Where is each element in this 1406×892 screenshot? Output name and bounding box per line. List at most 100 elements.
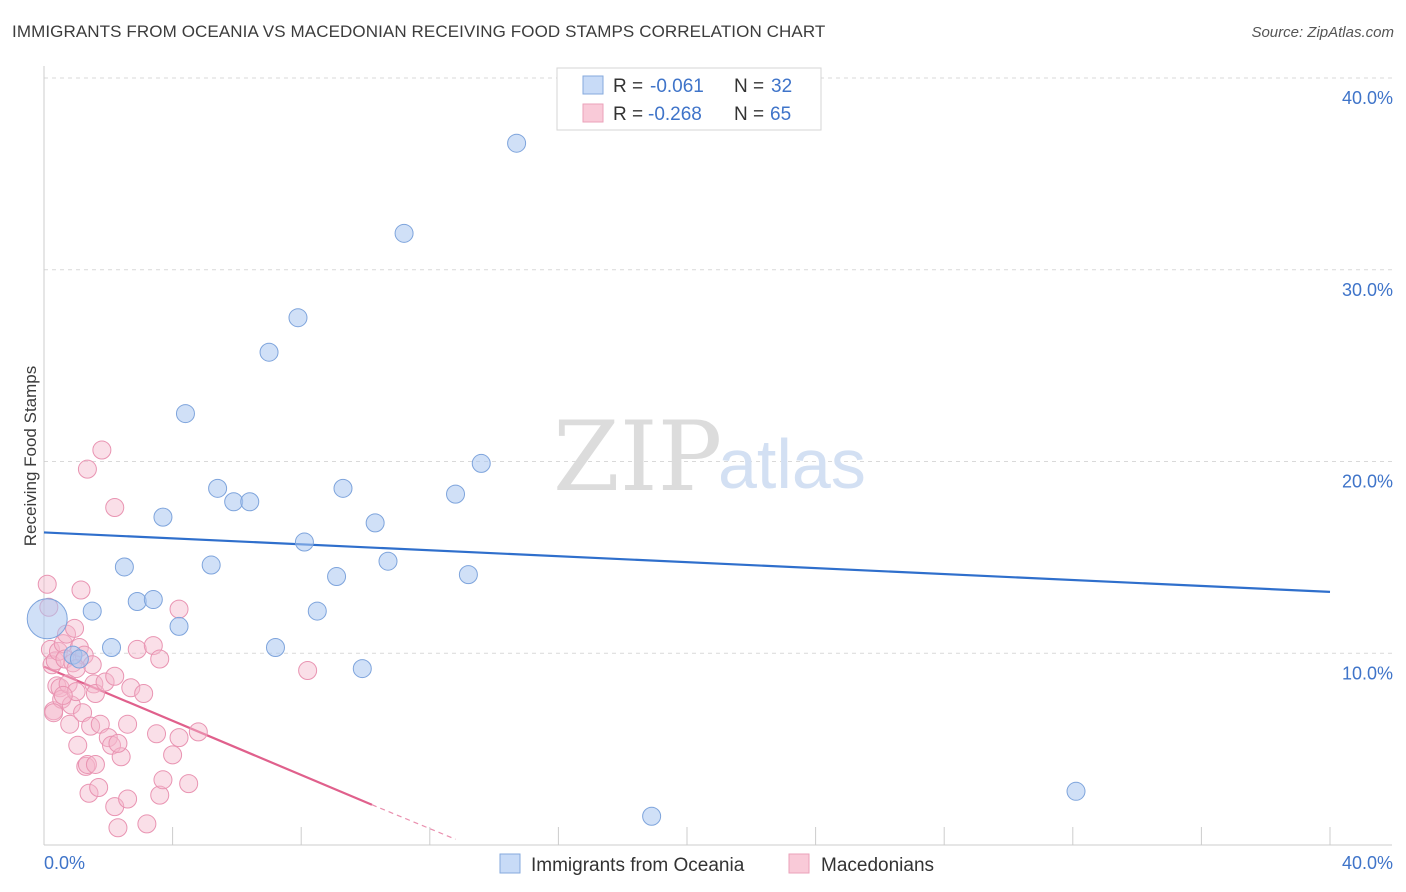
- point-oceania: [175, 404, 195, 424]
- point-macedonians: [118, 789, 138, 809]
- chart-title: IMMIGRANTS FROM OCEANIA VS MACEDONIAN RE…: [12, 22, 826, 41]
- trend-line-oceania: [43, 531, 1331, 593]
- point-oceania: [26, 598, 68, 640]
- point-macedonians: [98, 728, 118, 748]
- bottom-legend-swatch-oceania: [499, 853, 521, 874]
- point-macedonians: [92, 440, 112, 460]
- point-macedonians: [105, 666, 125, 686]
- point-macedonians: [66, 682, 86, 702]
- legend-r-label-1: R =: [613, 76, 643, 97]
- y-tick-label: 20.0%: [1342, 472, 1393, 492]
- point-oceania: [446, 484, 466, 504]
- legend-n-label-2: N =: [734, 104, 764, 125]
- x-tick-label: 0.0%: [44, 853, 85, 873]
- legend-swatch-macedonians: [582, 103, 604, 123]
- point-macedonians: [65, 618, 85, 638]
- legend-r-value-2: -0.268: [648, 104, 702, 125]
- point-oceania: [507, 133, 527, 153]
- point-oceania: [365, 513, 385, 533]
- point-macedonians: [169, 728, 189, 748]
- point-macedonians: [89, 777, 109, 797]
- point-macedonians: [40, 639, 60, 659]
- point-oceania: [102, 637, 122, 657]
- point-oceania: [240, 492, 260, 512]
- point-macedonians: [44, 703, 64, 723]
- point-oceania: [208, 478, 228, 498]
- point-oceania: [307, 601, 327, 621]
- point-macedonians: [298, 661, 318, 681]
- point-macedonians: [85, 754, 105, 774]
- point-oceania: [458, 565, 478, 585]
- point-oceania: [288, 308, 308, 328]
- legend-swatch-oceania: [582, 75, 604, 95]
- point-macedonians: [127, 639, 147, 659]
- point-oceania: [127, 591, 147, 611]
- point-oceania: [224, 492, 244, 512]
- point-macedonians: [95, 672, 115, 692]
- point-oceania: [201, 555, 221, 575]
- x-tick-label: 40.0%: [1342, 853, 1393, 873]
- point-macedonians: [108, 818, 128, 838]
- point-oceania: [352, 659, 372, 679]
- point-oceania: [294, 532, 314, 552]
- trend-line-macedonians: [43, 665, 373, 806]
- point-oceania: [265, 637, 285, 657]
- point-macedonians: [77, 754, 97, 774]
- legend-r-value-1: -0.061: [650, 76, 704, 97]
- watermark-zip: ZIP: [553, 401, 722, 513]
- stats-legend: R = -0.061 N = 32 R = -0.268 N = 65: [556, 67, 822, 131]
- y-tick-label: 30.0%: [1342, 280, 1393, 300]
- trend-lines: [43, 531, 1331, 840]
- watermark: ZIP atlas: [553, 401, 866, 513]
- point-macedonians: [58, 674, 78, 694]
- point-macedonians: [81, 716, 101, 736]
- source-label: Source: ZipAtlas.com: [1251, 24, 1394, 41]
- point-macedonians: [121, 678, 141, 698]
- point-macedonians: [169, 599, 189, 619]
- point-oceania: [642, 806, 662, 826]
- point-macedonians: [150, 785, 170, 805]
- legend-n-value-1: 32: [771, 76, 792, 97]
- point-macedonians: [153, 770, 173, 790]
- point-oceania: [378, 551, 398, 571]
- y-tick-label: 10.0%: [1342, 663, 1393, 683]
- point-macedonians: [134, 684, 154, 704]
- point-macedonians: [147, 724, 167, 744]
- y-tick-label: 40.0%: [1342, 88, 1393, 108]
- point-oceania: [327, 567, 347, 587]
- gridlines: [44, 77, 1392, 654]
- legend-r-label-2: R =: [613, 104, 643, 125]
- series-legend: Immigrants from Oceania Macedonians: [499, 853, 934, 876]
- point-macedonians: [77, 459, 97, 479]
- bottom-legend-label-oceania: Immigrants from Oceania: [531, 855, 745, 876]
- trend-line-macedonians-extension: [371, 804, 456, 840]
- point-oceania: [1066, 781, 1086, 801]
- point-oceania: [69, 649, 89, 669]
- point-macedonians: [137, 814, 157, 834]
- tick-labels: 10.0% 20.0% 30.0% 40.0% 0.0% 40.0%: [44, 88, 1393, 873]
- point-oceania: [394, 223, 414, 243]
- point-macedonians: [118, 714, 138, 734]
- point-macedonians: [71, 580, 91, 600]
- point-oceania: [114, 557, 134, 577]
- point-macedonians: [108, 733, 128, 753]
- point-oceania: [169, 616, 189, 636]
- point-macedonians: [53, 685, 73, 705]
- point-macedonians: [37, 574, 57, 594]
- point-oceania: [333, 478, 353, 498]
- point-macedonians: [188, 722, 208, 742]
- point-oceania: [153, 507, 173, 527]
- watermark-atlas: atlas: [718, 425, 866, 503]
- point-macedonians: [150, 649, 170, 669]
- point-macedonians: [163, 745, 183, 765]
- point-macedonians: [79, 783, 99, 803]
- legend-n-label-1: N =: [734, 76, 764, 97]
- point-oceania: [471, 453, 491, 473]
- bottom-legend-label-macedonians: Macedonians: [821, 855, 934, 876]
- point-oceania: [82, 601, 102, 621]
- bottom-legend-swatch-macedonians: [788, 853, 810, 874]
- data-points: [26, 133, 1086, 838]
- point-macedonians: [105, 498, 125, 518]
- point-oceania: [143, 590, 163, 610]
